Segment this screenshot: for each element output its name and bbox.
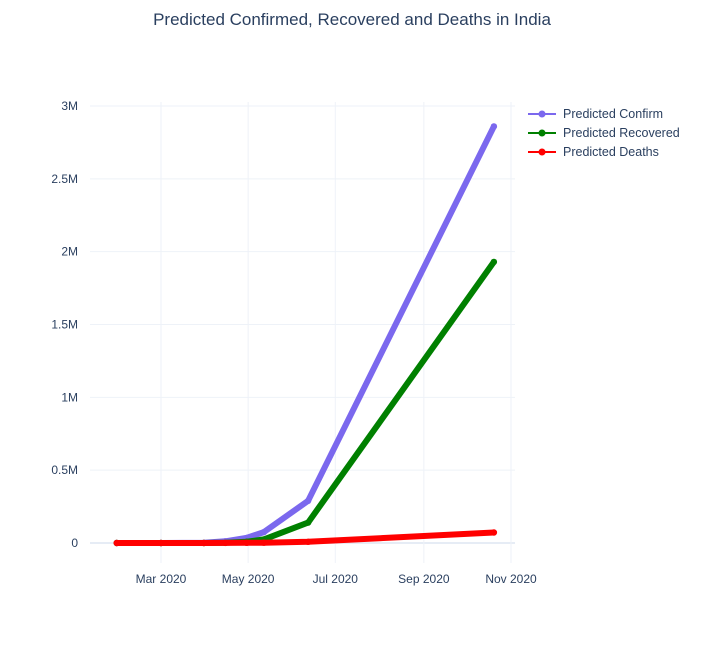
legend-marker	[538, 129, 546, 137]
x-tick-label: Mar 2020	[136, 572, 187, 586]
y-tick-label: 1M	[61, 390, 78, 404]
data-point[interactable]	[490, 123, 498, 130]
legend-item[interactable]: Predicted Confirm	[528, 107, 663, 121]
legend-marker	[538, 148, 546, 156]
chart-title: Predicted Confirmed, Recovered and Death…	[153, 10, 551, 29]
grid	[90, 102, 515, 563]
x-tick-label: Sep 2020	[398, 572, 450, 586]
data-point[interactable]	[304, 538, 312, 545]
data-point[interactable]	[304, 519, 312, 526]
x-tick-label: Nov 2020	[485, 572, 537, 586]
legend-item[interactable]: Predicted Deaths	[528, 145, 659, 159]
y-tick-label: 2.5M	[51, 172, 78, 186]
x-tick-label: Jul 2020	[313, 572, 359, 586]
y-tick-label: 0.5M	[51, 463, 78, 477]
series-line-3[interactable]	[113, 529, 497, 546]
y-tick-label: 0	[71, 536, 78, 550]
x-tick-label: May 2020	[222, 572, 275, 586]
data-point[interactable]	[304, 497, 312, 504]
y-axis: 0 0.5M 1M 1.5M 2M 2.5M 3M	[51, 99, 78, 550]
y-tick-label: 1.5M	[51, 318, 78, 332]
legend[interactable]: Predicted Confirm Predicted Recovered Pred…	[528, 107, 680, 159]
data-point[interactable]	[243, 539, 250, 546]
data-point[interactable]	[260, 528, 268, 536]
x-axis: Mar 2020 May 2020 Jul 2020 Sep 2020 Nov 2020	[136, 572, 537, 586]
data-point[interactable]	[222, 539, 229, 547]
legend-item[interactable]: Predicted Recovered	[528, 126, 680, 140]
legend-label: Predicted Confirm	[563, 107, 663, 121]
data-point[interactable]	[490, 529, 498, 536]
data-point[interactable]	[490, 258, 498, 266]
data-point[interactable]	[260, 539, 268, 546]
y-tick-label: 3M	[61, 99, 78, 113]
series-lines	[113, 123, 498, 547]
legend-label: Predicted Recovered	[563, 126, 680, 140]
legend-marker	[538, 110, 546, 118]
data-point[interactable]	[113, 539, 120, 547]
series-line-1[interactable]	[113, 123, 497, 546]
legend-label: Predicted Deaths	[563, 145, 659, 159]
y-tick-label: 2M	[61, 245, 78, 259]
data-point[interactable]	[200, 539, 208, 547]
data-point[interactable]	[157, 539, 165, 547]
